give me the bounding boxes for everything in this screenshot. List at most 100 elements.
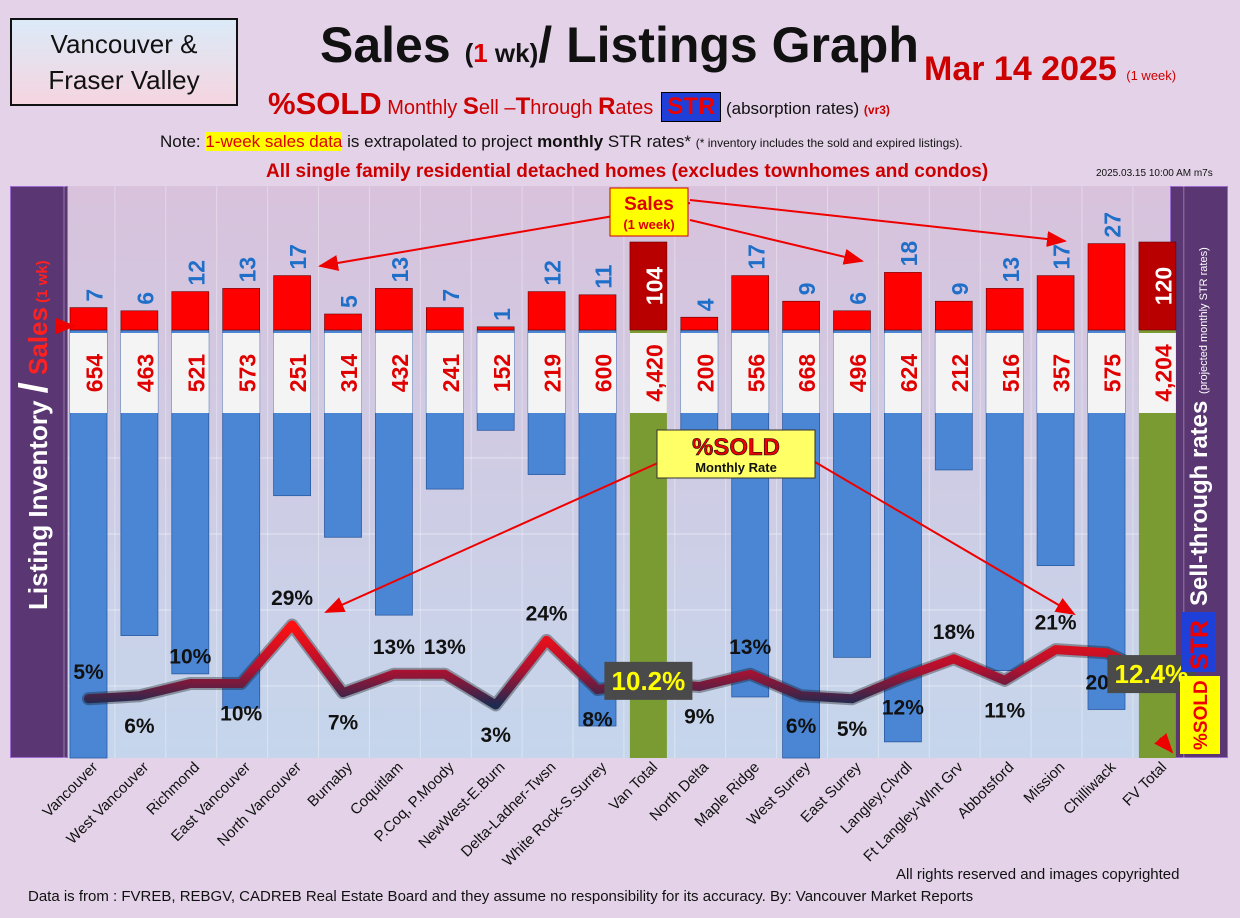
sales-callout-sub: (1 week) (623, 217, 674, 232)
sales-bar (1087, 243, 1126, 331)
str-total-label: 10.2% (612, 666, 686, 696)
listing-label-bg (629, 333, 667, 413)
left-axis-title-wk: (1 wk) (34, 260, 51, 307)
sold-callout-box (656, 429, 816, 479)
category-label: Delta-Ladner-Twsn (458, 759, 560, 861)
sales-value-label: 9 (947, 282, 973, 295)
report-date: Mar 14 2025 (1 week) (924, 50, 1176, 89)
listing-label-bg (171, 333, 209, 413)
scope-statement: All single family residential detached h… (266, 161, 989, 182)
sales-arrow-mid (689, 219, 864, 265)
sold-arrow-right (814, 461, 1076, 616)
str-value-label: 13% (373, 636, 415, 659)
axis-titles: Listing Inventory / Sales (1 wk) Sell-th… (12, 247, 1220, 754)
right-axis-sold-badge (1180, 676, 1220, 754)
sales-bar (527, 291, 566, 331)
str-value-label: 11% (984, 699, 1025, 722)
str-value-label: 5% (73, 661, 104, 684)
sales-bar (476, 326, 515, 331)
date-note: (1 week) (1126, 68, 1177, 83)
subtitle-sold: %SOLD (268, 86, 382, 121)
sales-value-label: 17 (743, 244, 769, 270)
page-title: Sales (1 wk)/ Listings Graph (320, 16, 919, 74)
sales-value-label: 12 (183, 260, 209, 286)
listing-value-label: 668 (794, 354, 820, 393)
note-highlight: 1-week sales data (205, 132, 343, 151)
sold-callout-sub: Monthly Rate (695, 460, 777, 475)
listing-label-bg (884, 333, 922, 413)
sales-value-label: 12 (540, 260, 566, 286)
timestamp: 2025.03.15 10:00 AM m7s (1096, 168, 1213, 179)
subtitle-ates: ates (615, 97, 654, 119)
sales-bar (578, 294, 617, 331)
str-value-label: 13% (729, 636, 771, 659)
sales-bar (222, 288, 260, 331)
listing-label-bg (528, 333, 566, 413)
left-axis-title-sales: Sales (23, 307, 53, 382)
str-value-label: 6% (124, 715, 155, 738)
sales-bar (120, 310, 159, 331)
sales-bar (680, 316, 719, 331)
sales-value-label: 27 (1100, 212, 1126, 238)
subtitle-r: R (598, 93, 616, 120)
subtitle-str-badge: STR (661, 92, 722, 122)
listing-label-bg (935, 333, 973, 413)
subtitle-t: T (515, 93, 531, 120)
right-axis-title-a: Sell-through rates (1186, 394, 1213, 606)
subtitle-version: (vr3) (863, 103, 890, 117)
sales-bar (782, 300, 820, 331)
category-label: Chilliwack (1060, 758, 1120, 818)
listing-label-bg (579, 333, 616, 413)
right-axis-sold: %SOLD (1191, 680, 1212, 750)
sales-callout-title: Sales (624, 194, 674, 215)
sales-value-label: 6 (132, 292, 158, 305)
listing-label-bg (833, 333, 871, 413)
sales-callout-box (609, 187, 689, 237)
sales-value-label: 13 (998, 257, 1024, 283)
title-listings-graph: / Listings Graph (538, 17, 919, 73)
sales-bar (731, 275, 770, 331)
sales-bar (985, 288, 1024, 331)
sales-bar (833, 310, 871, 331)
note-footnote: (* inventory includes the sold and expir… (695, 136, 963, 150)
sales-value-label: 11 (591, 264, 617, 289)
left-axis-title: Listing Inventory / Sales (1 wk) (12, 260, 56, 610)
listing-label-bg (1088, 333, 1125, 413)
sales-value-label: 4 (692, 298, 718, 311)
listing-value-label: 463 (132, 354, 158, 392)
listing-value-label: 575 (1100, 354, 1126, 393)
copyright-note: All rights reserved and images copyright… (896, 866, 1180, 883)
listing-value-label: 251 (285, 354, 311, 393)
listing-label-bg (324, 333, 362, 413)
subtitle-ell: ell – (478, 97, 516, 119)
sales-value-label: 13 (234, 257, 260, 283)
sales-arrow-right (689, 199, 1067, 247)
listing-value-label: 4,420 (641, 344, 667, 402)
str-value-label: 24% (526, 602, 568, 625)
data-source-note: Data is from : FVREB, REBGV, CADREB Real… (28, 888, 974, 905)
listing-label-bg (70, 333, 107, 413)
subtitle-hrough: hrough (530, 97, 599, 119)
listing-value-label: 654 (82, 354, 108, 393)
listing-label-bg (273, 333, 311, 413)
title-sales: Sales (320, 17, 465, 73)
sales-bar (324, 313, 362, 331)
sales-value-label: 13 (387, 257, 413, 283)
sales-bar (934, 300, 973, 331)
sales-bar (273, 275, 311, 331)
sales-bar (425, 307, 464, 331)
note-monthly: monthly (537, 132, 604, 151)
subtitle-s: S (462, 93, 479, 120)
sales-value-label: 18 (896, 241, 922, 267)
region-line-1: Vancouver & (50, 29, 198, 59)
category-label: Mission (1020, 759, 1068, 807)
listing-value-label: 241 (438, 354, 464, 393)
category-label: FV Total (1119, 759, 1170, 810)
sales-bar (171, 291, 210, 331)
listing-label-bg (986, 333, 1024, 413)
listing-value-label: 432 (387, 354, 413, 392)
sales-value-label: 120 (1150, 267, 1176, 305)
callouts-layer: Sales (1 week) %SOLD Monthly Rate (56, 187, 1174, 754)
title-one: 1 (473, 38, 488, 68)
str-total-box (604, 661, 693, 700)
